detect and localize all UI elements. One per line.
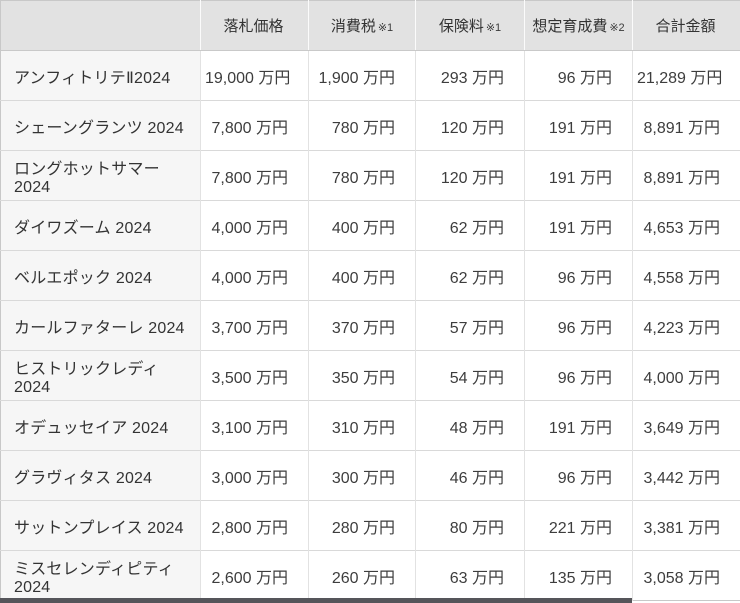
tax-cell: 370 万円 [308, 300, 416, 351]
insurance-cell: 120 万円 [415, 150, 525, 201]
horse-name-cell: シェーングランツ 2024 [0, 100, 201, 151]
insurance-cell: 48 万円 [415, 400, 525, 451]
table-row: グラヴィタス 2024 3,000 万円 300 万円 46 万円 96 万円 … [0, 450, 740, 501]
bid-price-cell: 2,600 万円 [200, 550, 309, 601]
total-cell: 4,653 万円 [632, 200, 740, 251]
table-row: カールファターレ 2024 3,700 万円 370 万円 57 万円 96 万… [0, 300, 740, 351]
training-cost-cell: 135 万円 [524, 550, 633, 601]
column-header-winning-bid: 落札価格 [200, 0, 309, 51]
horse-name-cell: ベルエポック 2024 [0, 250, 201, 301]
bid-price-cell: 3,100 万円 [200, 400, 309, 451]
table-row: ロングホットサマー 2024 7,800 万円 780 万円 120 万円 19… [0, 150, 740, 201]
column-header-training-cost: 想定育成費 ※2 [524, 0, 633, 51]
bid-price-cell: 7,800 万円 [200, 150, 309, 201]
training-cost-cell: 191 万円 [524, 100, 633, 151]
bid-price-cell: 3,000 万円 [200, 450, 309, 501]
total-cell: 3,649 万円 [632, 400, 740, 451]
tax-cell: 780 万円 [308, 150, 416, 201]
tax-cell: 310 万円 [308, 400, 416, 451]
column-header-note: ※2 [609, 22, 625, 34]
tax-cell: 260 万円 [308, 550, 416, 601]
tax-cell: 1,900 万円 [308, 50, 416, 101]
bid-price-cell: 2,800 万円 [200, 500, 309, 551]
horse-name-cell: ロングホットサマー 2024 [0, 150, 201, 201]
insurance-cell: 57 万円 [415, 300, 525, 351]
total-cell: 4,000 万円 [632, 350, 740, 401]
total-cell: 8,891 万円 [632, 100, 740, 151]
column-header-note: ※1 [485, 22, 502, 34]
column-header-note: ※1 [377, 22, 394, 34]
table-row: アンフィトリテⅡ2024 19,000 万円 1,900 万円 293 万円 9… [0, 50, 740, 101]
column-header-label: 保険料 [438, 18, 484, 35]
horse-name-cell: サットンプレイス 2024 [0, 500, 201, 551]
next-section-edge [0, 598, 632, 603]
horse-name-cell: カールファターレ 2024 [0, 300, 201, 351]
insurance-cell: 62 万円 [415, 200, 525, 251]
tax-cell: 780 万円 [308, 100, 416, 151]
insurance-cell: 54 万円 [415, 350, 525, 401]
horse-name-cell: アンフィトリテⅡ2024 [0, 50, 201, 101]
horse-name-cell: ダイワズーム 2024 [0, 200, 201, 251]
column-header-label: 落札価格 [223, 18, 284, 35]
bid-price-cell: 3,700 万円 [200, 300, 309, 351]
insurance-cell: 62 万円 [415, 250, 525, 301]
training-cost-cell: 191 万円 [524, 400, 633, 451]
total-cell: 3,058 万円 [632, 550, 740, 601]
total-cell: 4,558 万円 [632, 250, 740, 301]
total-cell: 21,289 万円 [632, 50, 740, 101]
column-header-label: 想定育成費 [532, 18, 608, 35]
tax-cell: 350 万円 [308, 350, 416, 401]
insurance-cell: 80 万円 [415, 500, 525, 551]
total-cell: 3,381 万円 [632, 500, 740, 551]
table-row: ベルエポック 2024 4,000 万円 400 万円 62 万円 96 万円 … [0, 250, 740, 301]
insurance-cell: 120 万円 [415, 100, 525, 151]
column-header-label: 消費税 [330, 18, 376, 35]
tax-cell: 400 万円 [308, 200, 416, 251]
training-cost-cell: 191 万円 [524, 150, 633, 201]
training-cost-cell: 96 万円 [524, 300, 633, 351]
tax-cell: 300 万円 [308, 450, 416, 501]
total-cell: 3,442 万円 [632, 450, 740, 501]
training-cost-cell: 96 万円 [524, 350, 633, 401]
table-row: ヒストリックレディ 2024 3,500 万円 350 万円 54 万円 96 … [0, 350, 740, 401]
bid-price-cell: 3,500 万円 [200, 350, 309, 401]
training-cost-cell: 191 万円 [524, 200, 633, 251]
training-cost-cell: 96 万円 [524, 250, 633, 301]
bid-price-cell: 4,000 万円 [200, 200, 309, 251]
horse-name-cell: ミスセレンディピティ 2024 [0, 550, 201, 601]
table-row: シェーングランツ 2024 7,800 万円 780 万円 120 万円 191… [0, 100, 740, 151]
header-row: 落札価格 消費税 ※1 保険料 ※1 想定育成費 ※2 合計金額 [0, 0, 740, 51]
table-row: オデュッセイア 2024 3,100 万円 310 万円 48 万円 191 万… [0, 400, 740, 451]
bid-price-cell: 4,000 万円 [200, 250, 309, 301]
insurance-cell: 293 万円 [415, 50, 525, 101]
table-row: サットンプレイス 2024 2,800 万円 280 万円 80 万円 221 … [0, 500, 740, 551]
bid-price-cell: 19,000 万円 [200, 50, 309, 101]
bid-price-cell: 7,800 万円 [200, 100, 309, 151]
horse-name-cell: グラヴィタス 2024 [0, 450, 201, 501]
horse-name-cell: オデュッセイア 2024 [0, 400, 201, 451]
column-header-label: 合計金額 [655, 18, 716, 35]
table-row: ミスセレンディピティ 2024 2,600 万円 260 万円 63 万円 13… [0, 550, 740, 601]
table-row: ダイワズーム 2024 4,000 万円 400 万円 62 万円 191 万円… [0, 200, 740, 251]
column-header-consumption-tax: 消費税 ※1 [308, 0, 416, 51]
insurance-cell: 46 万円 [415, 450, 525, 501]
training-cost-cell: 221 万円 [524, 500, 633, 551]
tax-cell: 400 万円 [308, 250, 416, 301]
training-cost-cell: 96 万円 [524, 450, 633, 501]
insurance-cell: 63 万円 [415, 550, 525, 601]
column-header-insurance: 保険料 ※1 [415, 0, 525, 51]
total-cell: 8,891 万円 [632, 150, 740, 201]
total-cell: 4,223 万円 [632, 300, 740, 351]
horse-name-cell: ヒストリックレディ 2024 [0, 350, 201, 401]
tax-cell: 280 万円 [308, 500, 416, 551]
corner-header-cell [0, 0, 201, 51]
training-cost-cell: 96 万円 [524, 50, 633, 101]
column-header-total: 合計金額 [632, 0, 740, 51]
